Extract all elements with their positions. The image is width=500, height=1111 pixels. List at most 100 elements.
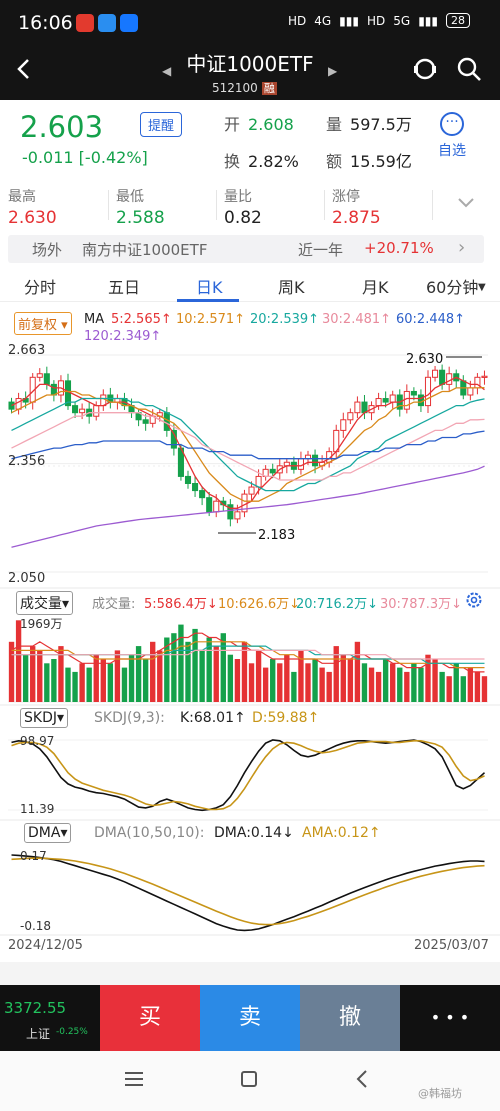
stat-0: 最高 2.630: [8, 186, 57, 228]
period-label: 近一年: [298, 241, 344, 259]
volume-bar: [234, 659, 241, 702]
volume-bar: [220, 633, 226, 702]
volume-bar: [270, 659, 276, 702]
amount-value: 15.59亿: [350, 152, 412, 171]
home-icon[interactable]: [240, 1070, 258, 1092]
volume-bar: [86, 667, 92, 702]
chevron-right-icon: ›: [458, 237, 466, 258]
tab-5[interactable]: 60分钟: [426, 278, 479, 297]
volume-bar: [397, 667, 403, 702]
ma20-value: 20:2.539↑: [250, 312, 320, 327]
period-tabs: 分时 五日 日K 周K 月K 60分钟: [0, 270, 500, 302]
volume-bar: [340, 654, 346, 702]
volume-bar: [312, 659, 318, 702]
open-stat: 开 2.608: [224, 111, 294, 135]
volume-bar: [333, 646, 339, 702]
volume-selector[interactable]: 成交量▾: [16, 591, 74, 615]
dma-selector[interactable]: DMA▾: [24, 823, 72, 843]
index-ticker[interactable]: 3372.55 上证 -0.25%: [0, 985, 100, 1051]
fund-return: +20.71%: [364, 239, 434, 257]
stat-3: 涨停 2.875: [332, 186, 381, 228]
stat-1: 最低 2.588: [116, 186, 165, 228]
volume-bar: [178, 624, 184, 702]
volume-bar: [446, 676, 452, 702]
volume-legend: 成交量▾ 成交量: 5:586.4万↓ 10:626.6万↓ 20:716.2万…: [0, 590, 500, 615]
next-stock-icon[interactable]: ▶: [328, 64, 338, 78]
stat-label: 涨停: [332, 189, 360, 205]
amount-label: 额: [326, 152, 343, 171]
search-icon[interactable]: [456, 56, 482, 88]
stock-code: 512100 融: [212, 80, 277, 96]
stat-divider: [324, 190, 325, 220]
volume-bar: [248, 663, 255, 702]
skdj-legend: SKDJ▾ SKDJ(9,3): K:68.01↑ D:59.88↑: [0, 708, 500, 728]
stat-value: 2.588: [116, 208, 165, 228]
change-percent: [-0.42%]: [78, 148, 148, 167]
stat-label: 最低: [116, 189, 144, 205]
adjust-selector[interactable]: 前复权 ▾: [14, 312, 72, 335]
volume-bar: [361, 663, 368, 702]
tab-3[interactable]: 周K: [278, 278, 305, 297]
back-icon[interactable]: [16, 54, 30, 87]
active-tab-underline: [177, 299, 239, 302]
signal-icon: ▮▮▮: [339, 13, 359, 28]
back-nav-icon[interactable]: [356, 1069, 368, 1093]
skdj-selector-label: SKDJ: [24, 710, 57, 726]
candle-body: [375, 398, 382, 407]
candle-body: [79, 408, 86, 414]
volume-bar: [467, 667, 474, 702]
prev-stock-icon[interactable]: ◀: [162, 64, 172, 78]
dma-ytick-high: 0.17: [20, 849, 47, 863]
volume-bar: [382, 659, 389, 702]
dropdown-triangle-icon[interactable]: ▼: [478, 282, 486, 293]
candle-body: [439, 369, 446, 385]
top-bar: 16:06 HD 4G ▮▮▮ HD 5G ▮▮▮ 28 ◀ 中证1000ETF…: [0, 0, 500, 100]
volume-bar: [142, 659, 149, 702]
customer-service-icon[interactable]: [412, 56, 438, 88]
volume-bar: [30, 646, 36, 702]
ma60-value: 60:2.448↑: [396, 312, 466, 327]
more-button[interactable]: • • •: [400, 985, 500, 1051]
candle-body: [72, 405, 79, 414]
volume-bar: [481, 676, 488, 702]
sell-button[interactable]: 卖: [200, 985, 300, 1051]
watermark: @韩福坊: [418, 1087, 462, 1100]
price-change: -0.011 [-0.42%]: [22, 148, 148, 167]
offexchange-fund-bar[interactable]: 场外 南方中证1000ETF 近一年 +20.71% ›: [8, 235, 484, 263]
index-name: 上证: [26, 1027, 51, 1041]
menu-icon[interactable]: [124, 1071, 144, 1091]
stat-divider: [216, 190, 217, 220]
ma-legend: 前复权 ▾ MA 5:2.565↑ 10:2.571↑ 20:2.539↑ 30…: [0, 312, 500, 352]
network-5g-label: 5G: [393, 13, 411, 28]
candle-body: [192, 483, 199, 492]
volume-bar: [44, 663, 50, 702]
tab-0[interactable]: 分时: [24, 278, 57, 297]
stat-divider: [432, 190, 433, 220]
candle-body: [248, 486, 255, 495]
dma-line-ama: [11, 857, 485, 926]
volume-bar: [58, 646, 64, 702]
end-date: 2025/03/07: [414, 938, 489, 953]
volume-bar: [128, 654, 135, 702]
change-value: -0.011: [22, 148, 74, 167]
status-time: 16:06: [18, 12, 73, 34]
remind-button[interactable]: 提醒: [140, 112, 183, 137]
skdj-selector[interactable]: SKDJ▾: [20, 708, 69, 728]
volume-bar: [185, 641, 191, 702]
bottom-action-bar: 3372.55 上证 -0.25% 买 卖 撤 • • •: [0, 985, 500, 1051]
volume-bar: [79, 663, 85, 702]
tab-4[interactable]: 月K: [362, 278, 389, 297]
tab-1[interactable]: 五日: [108, 278, 141, 297]
turnover-value: 2.82%: [248, 152, 299, 171]
ama-value: AMA:0.12↑: [302, 825, 381, 841]
dma-label: DMA(10,50,10):: [94, 825, 205, 841]
settings-gear-icon[interactable]: [464, 590, 484, 614]
add-watchlist-button[interactable]: ··· 自选: [438, 112, 466, 160]
chevron-down-icon[interactable]: [458, 192, 474, 213]
volume-bar: [347, 659, 354, 702]
candle-body: [481, 375, 488, 378]
tab-2[interactable]: 日K: [196, 278, 223, 297]
cancel-order-button[interactable]: 撤: [300, 985, 400, 1051]
buy-button[interactable]: 买: [100, 985, 200, 1051]
volume-bar: [319, 667, 325, 702]
